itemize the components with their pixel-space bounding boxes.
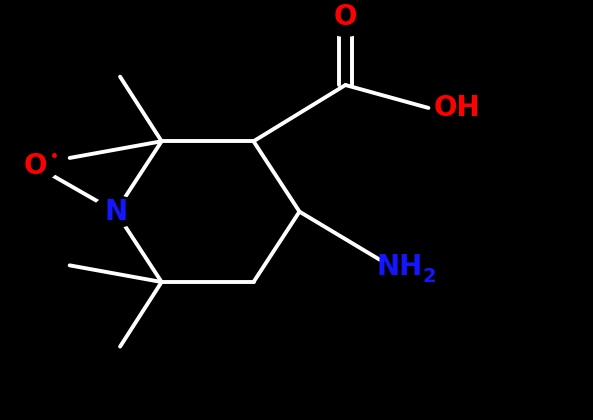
Circle shape — [323, 5, 368, 36]
Text: O: O — [24, 152, 47, 180]
Circle shape — [93, 196, 138, 228]
Text: •: • — [50, 150, 59, 164]
Text: O: O — [334, 3, 357, 31]
Text: 2: 2 — [422, 267, 436, 286]
Text: NH: NH — [377, 253, 423, 281]
Text: OH: OH — [433, 94, 480, 122]
Text: N: N — [104, 198, 127, 226]
Circle shape — [13, 150, 58, 181]
